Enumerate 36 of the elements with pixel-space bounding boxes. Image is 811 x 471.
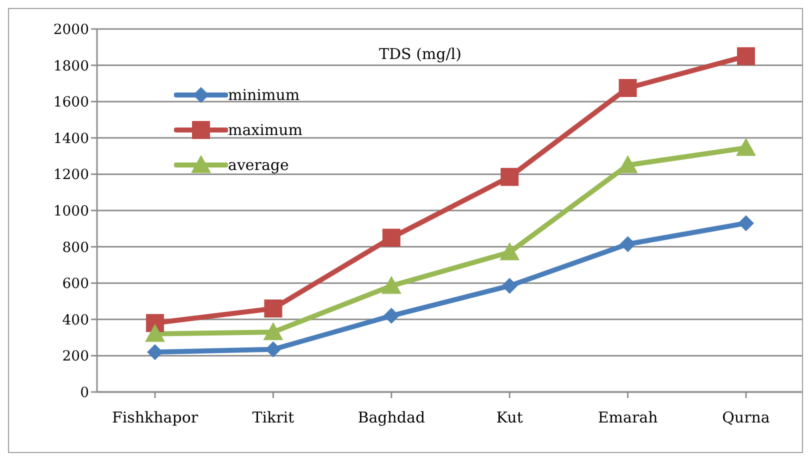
point <box>502 278 518 294</box>
point <box>145 324 165 342</box>
y-tick-label: 1400 <box>53 130 89 147</box>
x-tick-label: Baghdad <box>358 408 426 427</box>
point <box>737 47 755 66</box>
point <box>738 215 754 232</box>
point <box>264 300 282 318</box>
legend-label: minimum <box>228 86 300 104</box>
y-tick-label: 400 <box>62 312 89 328</box>
x-tick-label: Fishkhapor <box>112 408 199 427</box>
point <box>382 228 400 247</box>
x-tick-label: Kut <box>496 408 523 427</box>
y-tick-label: 1800 <box>53 58 89 74</box>
x-tick-label: Tikrit <box>252 408 294 427</box>
legend-label: maximum <box>228 120 303 138</box>
x-tick-label: Emarah <box>598 408 658 427</box>
point <box>383 308 400 324</box>
y-tick-label: 1600 <box>53 94 89 111</box>
point <box>263 322 284 340</box>
point <box>381 276 402 294</box>
point <box>500 168 519 186</box>
y-tick-label: 0 <box>80 384 89 401</box>
y-tick-label: 2000 <box>53 22 89 38</box>
y-tick-label: 1200 <box>53 167 89 184</box>
point <box>147 344 163 360</box>
x-tick-label: Qurna <box>722 408 770 427</box>
text: TDS (mg/l) <box>379 45 462 63</box>
point <box>500 242 520 260</box>
y-tick-label: 1000 <box>53 203 89 220</box>
point <box>736 138 756 156</box>
legend-label: average <box>228 156 289 174</box>
point <box>618 78 637 97</box>
y-tick-label: 600 <box>62 276 89 292</box>
y-tick-label: 800 <box>62 240 89 256</box>
y-tick-label: 200 <box>62 348 89 365</box>
point <box>620 236 636 252</box>
